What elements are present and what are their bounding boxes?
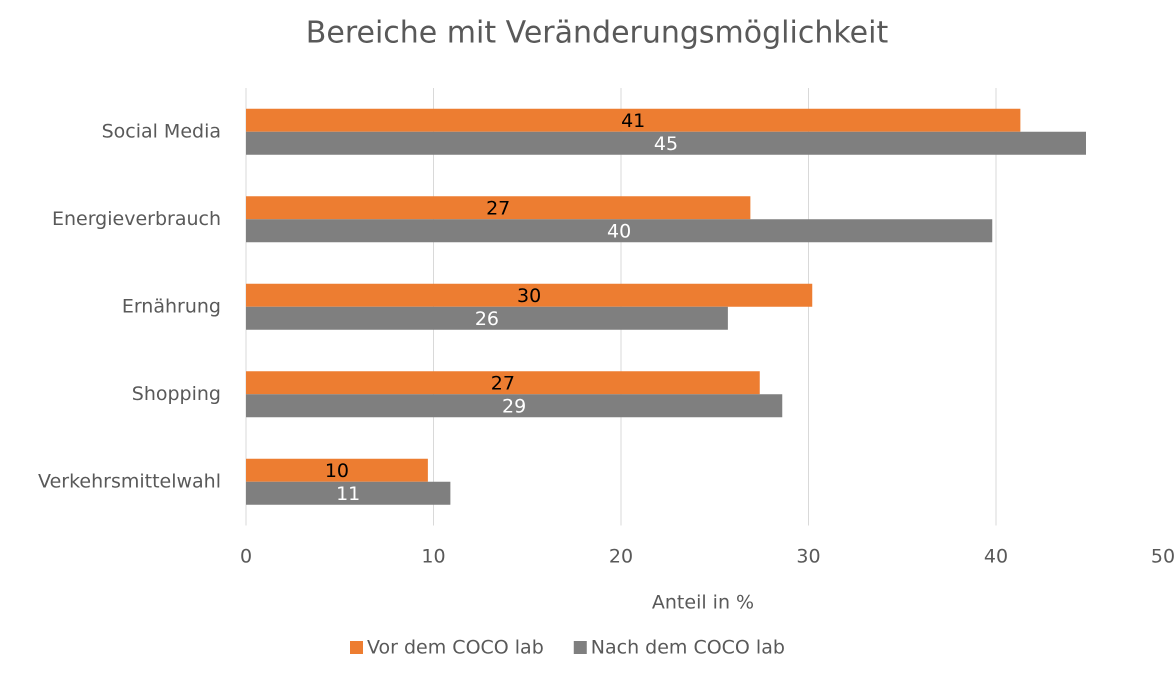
legend-label: Vor dem COCO lab (367, 637, 544, 659)
chart-title: Bereiche mit Veränderungsmöglichkeit (306, 16, 889, 51)
bar (246, 283, 813, 307)
x-tick-label: 50 (1151, 546, 1175, 568)
data-label: 30 (517, 285, 541, 307)
data-label: 27 (491, 372, 515, 394)
y-tick-label: Social Media (102, 120, 221, 142)
y-tick-label: Verkehrsmittelwahl (38, 470, 221, 492)
bar (246, 458, 428, 482)
bar (246, 131, 1086, 155)
y-tick-label: Energieverbrauch (52, 208, 221, 230)
bar (246, 371, 760, 395)
legend-swatch (350, 641, 363, 654)
data-label: 27 (486, 197, 510, 219)
data-label: 26 (475, 308, 499, 330)
bar (246, 108, 1021, 132)
data-label: 45 (654, 133, 678, 155)
bar (246, 219, 993, 243)
data-label: 29 (502, 395, 526, 417)
y-tick-label: Shopping (132, 383, 221, 405)
legend-swatch (573, 641, 587, 654)
data-label: 41 (621, 110, 645, 132)
x-axis-title: Anteil in % (652, 592, 754, 614)
bar (246, 196, 751, 220)
legend-label: Nach dem COCO lab (591, 637, 785, 659)
bar (246, 481, 451, 505)
x-tick-label: 0 (240, 546, 252, 568)
bar (246, 394, 783, 418)
x-tick-label: 10 (421, 546, 445, 568)
data-label: 40 (607, 220, 631, 242)
data-label: 10 (325, 460, 349, 482)
data-label: 11 (336, 483, 360, 505)
x-tick-label: 40 (984, 546, 1008, 568)
x-tick-label: 30 (796, 546, 820, 568)
bar (246, 306, 728, 330)
y-tick-label: Ernährung (122, 295, 221, 317)
x-tick-label: 20 (609, 546, 633, 568)
